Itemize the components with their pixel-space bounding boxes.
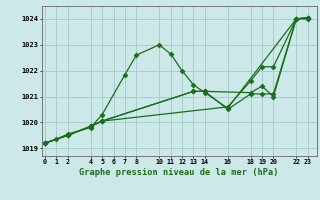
X-axis label: Graphe pression niveau de la mer (hPa): Graphe pression niveau de la mer (hPa)	[79, 168, 279, 177]
